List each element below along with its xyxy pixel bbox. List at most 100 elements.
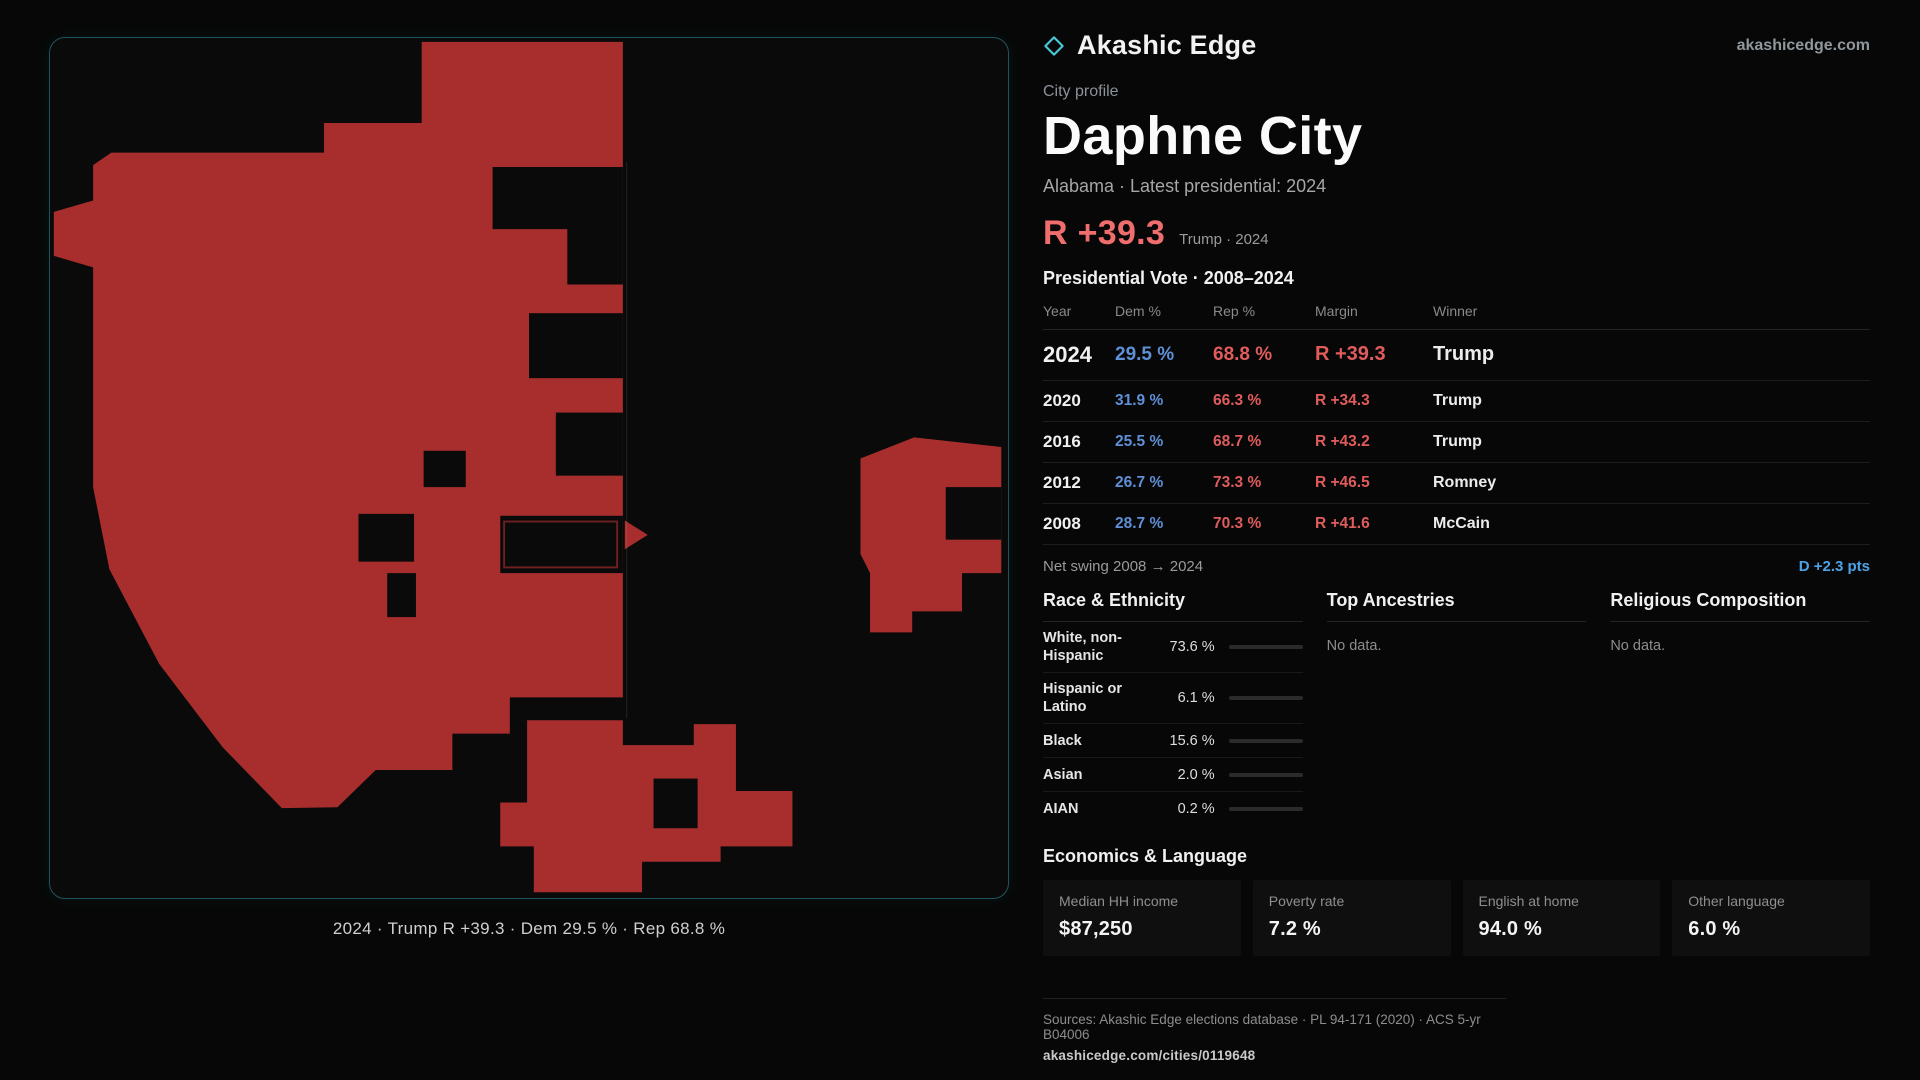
map-hole [387, 573, 416, 618]
map-notch [555, 412, 623, 476]
race-bar [1228, 644, 1303, 649]
dem-cell: 26.7 % [1115, 473, 1164, 491]
year-cell: 2020 [1043, 390, 1081, 410]
dem-cell: 25.5 % [1115, 432, 1164, 450]
stat-label: Poverty rate [1268, 893, 1345, 910]
headline-stat: R +39.3 Trump · 2024 [1043, 214, 1870, 253]
city-map[interactable] [50, 38, 1008, 898]
site-domain-link[interactable]: akashicedge.com [1736, 36, 1870, 54]
table-row: 2024 29.5 % 68.8 % R +39.3 Trump [1043, 330, 1870, 381]
year-cell: 2012 [1043, 472, 1081, 492]
footer-divider: Sources: Akashic Edge elections database… [1043, 998, 1507, 1064]
city-shape-east [860, 437, 1002, 633]
rep-cell: 68.8 % [1213, 343, 1273, 365]
table-row: 2020 31.9 % 66.3 % R +34.3 Trump [1043, 381, 1870, 422]
dem-cell: 28.7 % [1115, 514, 1164, 532]
diamond-logo-icon [1044, 35, 1064, 56]
column-header-year: Year [1043, 302, 1072, 319]
map-hole [653, 778, 698, 829]
map-notch [500, 515, 623, 574]
margin-cell: R +46.5 [1315, 473, 1370, 491]
race-bar [1228, 696, 1303, 701]
winner-cell: McCain [1433, 514, 1490, 532]
ancestries-column: Top Ancestries No data. [1326, 590, 1587, 827]
rep-cell: 66.3 % [1213, 391, 1262, 409]
race-label: AIAN [1043, 801, 1079, 818]
winner-cell: Trump [1433, 391, 1482, 409]
city-map-panel[interactable] [49, 37, 1009, 899]
column-header-margin: Margin [1315, 302, 1358, 319]
stat-label: Other language [1688, 893, 1785, 910]
rep-cell: 73.3 % [1213, 473, 1262, 491]
net-swing-value: D +2.3 pts [1798, 557, 1870, 575]
demographics-section: Race & Ethnicity White, non-Hispanic 73.… [1043, 590, 1870, 827]
net-swing-label: Net swing 2008 → 2024 [1043, 557, 1204, 575]
race-value: 73.6 % [1169, 638, 1215, 655]
map-caption: 2024 · Trump R +39.3 · Dem 29.5 % · Rep … [332, 919, 726, 938]
stat-label: English at home [1478, 893, 1579, 910]
map-notch [529, 313, 623, 379]
vote-table-header: Year Dem % Rep % Margin Winner [1043, 298, 1870, 330]
vote-table: Year Dem % Rep % Margin Winner 2024 29.5… [1043, 298, 1870, 545]
margin-cell: R +39.3 [1315, 343, 1386, 366]
race-row: Hispanic or Latino 6.1 % [1043, 673, 1303, 725]
no-data-text: No data. [1610, 637, 1666, 654]
race-label: Black [1043, 732, 1082, 749]
stat-card: Poverty rate 7.2 % [1252, 880, 1451, 957]
column-header-dem: Dem % [1115, 302, 1161, 319]
margin-cell: R +34.3 [1315, 391, 1370, 409]
economics-title: Economics & Language [1043, 846, 1248, 867]
map-hole [358, 513, 415, 562]
margin-cell: R +41.6 [1315, 514, 1370, 532]
map-column: 2024 · Trump R +39.3 · Dem 29.5 % · Rep … [49, 37, 1009, 938]
headline-margin: R +39.3 [1043, 213, 1166, 252]
page-title: Daphne City [1043, 106, 1363, 166]
stat-value: 7.2 % [1268, 918, 1321, 941]
vote-table-title: Presidential Vote · 2008–2024 [1043, 267, 1294, 288]
stat-label: Median HH income [1059, 893, 1179, 910]
margin-cell: R +43.2 [1315, 432, 1370, 450]
table-row: 2012 26.7 % 73.3 % R +46.5 Romney [1043, 463, 1870, 504]
column-header-rep: Rep % [1213, 302, 1256, 319]
stat-value: $87,250 [1059, 918, 1133, 941]
dem-cell: 31.9 % [1115, 391, 1164, 409]
race-value: 15.6 % [1169, 732, 1215, 749]
city-shape-southeast [500, 720, 793, 893]
site-header: Akashic Edge akashicedge.com [1043, 30, 1870, 61]
race-label: White, non-Hispanic [1043, 629, 1122, 664]
table-row: 2016 25.5 % 68.7 % R +43.2 Trump [1043, 422, 1870, 463]
net-swing-row: Net swing 2008 → 2024 D +2.3 pts [1043, 545, 1870, 586]
city-shape-wedge [624, 520, 648, 550]
stat-card: Other language 6.0 % [1672, 880, 1870, 957]
race-label: Hispanic or Latino [1043, 680, 1122, 716]
stat-value: 6.0 % [1688, 918, 1741, 941]
map-hole [423, 450, 466, 488]
race-row: White, non-Hispanic 73.6 % [1043, 622, 1303, 673]
rep-cell: 68.7 % [1213, 432, 1262, 450]
precinct-outline [503, 520, 619, 569]
stat-card: Median HH income $87,250 [1043, 880, 1241, 957]
year-cell: 2008 [1043, 513, 1081, 533]
race-bar [1228, 772, 1303, 777]
race-bar [1228, 807, 1303, 812]
table-row: 2008 28.7 % 70.3 % R +41.6 McCain [1043, 504, 1870, 545]
race-label: Asian [1043, 766, 1083, 783]
brand-home-link[interactable]: Akashic Edge [1043, 30, 1256, 61]
year-cell: 2016 [1043, 431, 1081, 451]
race-value: 6.1 % [1177, 690, 1215, 707]
stat-card: English at home 94.0 % [1462, 880, 1661, 957]
winner-cell: Trump [1433, 432, 1482, 450]
city-shape-main [53, 41, 623, 809]
ancestries-section-title: Top Ancestries [1326, 590, 1587, 622]
rep-cell: 70.3 % [1213, 514, 1262, 532]
no-data-text: No data. [1326, 637, 1382, 654]
year-cell: 2024 [1043, 341, 1092, 367]
religion-column: Religious Composition No data. [1610, 590, 1870, 827]
economics-cards: Median HH income $87,250 Poverty rate 7.… [1043, 880, 1870, 957]
winner-cell: Trump [1433, 343, 1495, 366]
footer-permalink[interactable]: akashicedge.com/cities/0119648 [1043, 1048, 1256, 1064]
brand-name: Akashic Edge [1077, 30, 1257, 60]
race-row: Black 15.6 % [1043, 724, 1303, 759]
kicker: City profile [1043, 83, 1119, 100]
